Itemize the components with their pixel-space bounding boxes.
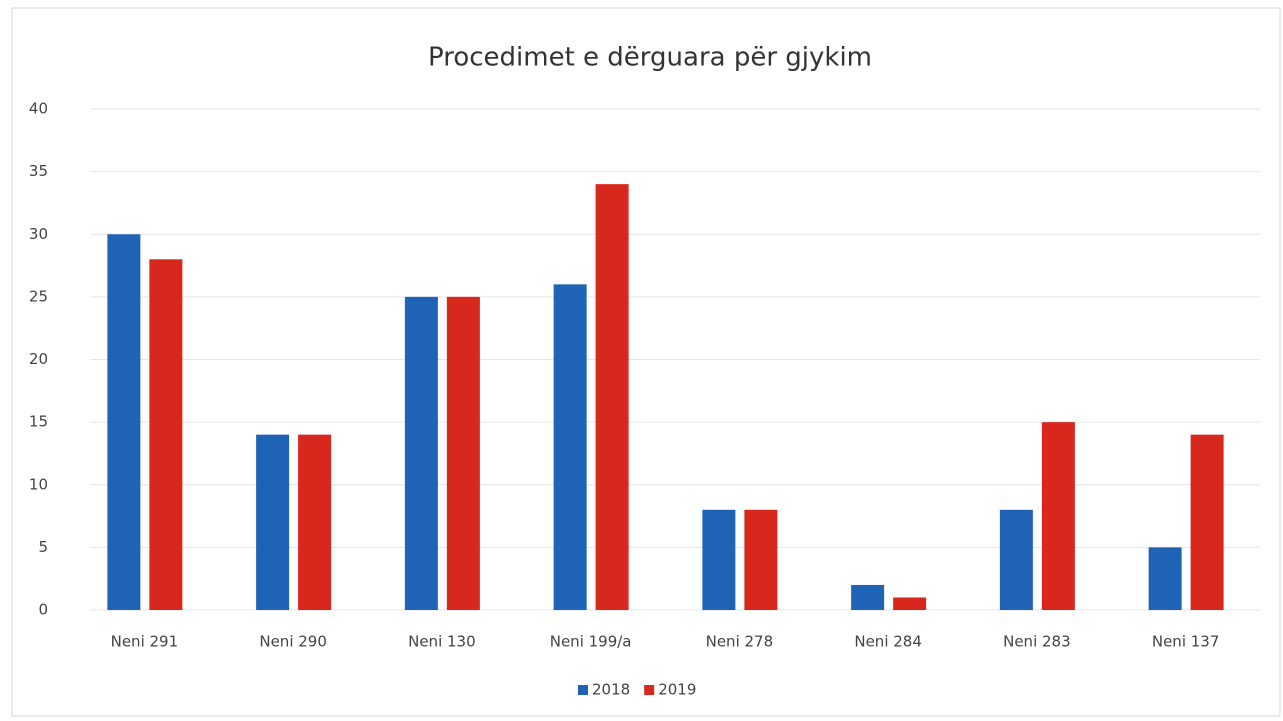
x-tick-label: Neni 278: [706, 633, 774, 651]
x-tick-label: Neni 291: [111, 633, 179, 651]
legend-swatch: [644, 685, 655, 695]
bar: [1148, 547, 1182, 610]
y-tick-label: 10: [29, 475, 48, 493]
x-tick-label: Neni 137: [1152, 633, 1220, 651]
bar: [851, 584, 885, 610]
x-tick-label: Neni 283: [1003, 633, 1071, 651]
bar: [446, 296, 480, 610]
y-tick-label: 15: [29, 413, 48, 431]
bar: [149, 259, 183, 610]
bar: [744, 509, 778, 610]
legend-label: 2018: [592, 681, 630, 699]
y-tick-label: 20: [29, 350, 48, 368]
x-tick-label: Neni 290: [259, 633, 327, 651]
bar: [893, 597, 927, 610]
bar: [298, 434, 332, 610]
y-tick-label: 30: [29, 225, 48, 243]
x-tick-label: Neni 284: [854, 633, 922, 651]
bar: [553, 284, 587, 610]
y-tick-label: 0: [38, 601, 48, 619]
y-tick-label: 40: [29, 100, 48, 118]
bar: [702, 509, 736, 610]
bar: [107, 234, 141, 610]
bar: [256, 434, 290, 610]
legend-swatch: [578, 685, 588, 695]
y-tick-label: 25: [29, 287, 48, 305]
y-tick-label: 5: [38, 538, 48, 556]
bar: [999, 509, 1033, 610]
legend-label: 2019: [658, 681, 696, 699]
x-tick-label: Neni 199/a: [550, 633, 632, 651]
y-tick-label: 35: [29, 162, 48, 180]
bar: [595, 184, 629, 610]
bar: [1190, 434, 1224, 610]
chart-title: Procedimet e dërguara për gjykim: [428, 43, 872, 73]
x-tick-label: Neni 130: [408, 633, 476, 651]
bar: [1041, 422, 1075, 610]
bar: [404, 296, 438, 610]
